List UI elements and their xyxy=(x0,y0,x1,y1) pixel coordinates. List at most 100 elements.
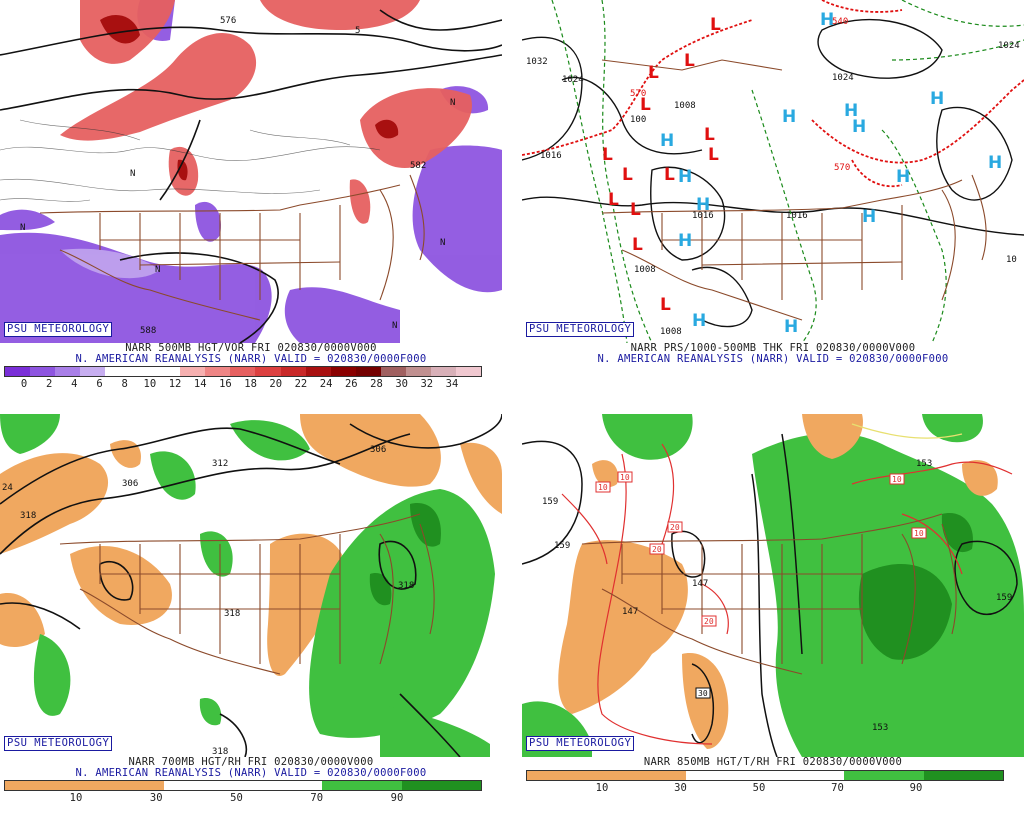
isobar-label-1016: 1016 xyxy=(540,151,562,161)
high-pressure-marker: H xyxy=(820,10,834,30)
high-pressure-marker: H xyxy=(692,311,706,331)
colorbar-swatch xyxy=(80,367,106,376)
panel-title-line2: N. AMERICAN REANALYSIS (NARR) VALID = 02… xyxy=(75,767,427,779)
colorbar-tick-label: 30 xyxy=(149,792,163,804)
contour-label-153: 153 xyxy=(916,459,932,469)
contour-label-306: 306 xyxy=(122,479,138,489)
low-pressure-marker: L xyxy=(608,190,619,210)
high-pressure-marker: H xyxy=(862,207,876,227)
colorbar-tick-label: 34 xyxy=(445,378,459,390)
contour-label-582: 582 xyxy=(410,161,426,171)
colorbar-swatch xyxy=(685,771,765,780)
low-pressure-marker: L xyxy=(710,15,721,35)
psu-meteorology-badge: PSU METEOROLOGY xyxy=(4,322,113,337)
colorbar-swatch xyxy=(330,367,356,376)
low-pressure-marker: L xyxy=(660,295,671,315)
thickness-label-540: 540 xyxy=(832,17,848,27)
colorbar-swatch xyxy=(180,367,206,376)
contour-label-153: 153 xyxy=(872,723,888,733)
contour-label-588: 588 xyxy=(140,326,156,336)
temp-label-20: 20 xyxy=(704,617,714,626)
map-500mb: 588 576 582 5 N N N N N N xyxy=(0,0,502,343)
colorbar-swatch xyxy=(280,367,306,376)
low-pressure-marker: L xyxy=(622,165,633,185)
colorbar-swatch xyxy=(5,781,85,790)
contour-label-159: 159 xyxy=(554,541,570,551)
isobar-label-1024: 1024 xyxy=(998,41,1020,51)
temp-label-30: 30 xyxy=(698,689,708,698)
n-marker: N xyxy=(450,98,455,108)
colorbar-swatch xyxy=(405,367,431,376)
colorbar-swatch xyxy=(30,367,56,376)
panel-title-line1: NARR 850MB HGT/T/RH FRI 020830/0000V000 xyxy=(643,756,903,768)
high-pressure-marker: H xyxy=(930,89,944,109)
colorbar-tick-label: 0 xyxy=(20,378,28,390)
panel-title-line2: N. AMERICAN REANALYSIS (NARR) VALID = 02… xyxy=(75,353,427,365)
contour-label-306: 306 xyxy=(370,445,386,455)
contour-label-318: 318 xyxy=(212,747,228,757)
colorbar-swatch xyxy=(163,781,243,790)
colorbar-tick-label: 26 xyxy=(344,378,358,390)
colorbar-tick-label: 32 xyxy=(420,378,434,390)
colorbar-tick-label: 50 xyxy=(752,782,766,794)
panel-title-line2: N. AMERICAN REANALYSIS (NARR) VALID = 02… xyxy=(597,353,949,365)
map-850mb: 159 159 159 153 153 147 147 10 10 10 10 … xyxy=(522,414,1024,757)
map-700mb-graphic: 306 306 312 318 318 318 318 24 xyxy=(0,414,502,757)
low-pressure-marker: L xyxy=(704,125,715,145)
colorbar-swatch xyxy=(105,367,131,376)
colorbar-tick-label: 22 xyxy=(294,378,308,390)
high-pressure-marker: H xyxy=(896,167,910,187)
temp-label-10: 10 xyxy=(892,475,902,484)
high-pressure-marker: H xyxy=(678,231,692,251)
high-pressure-marker: H xyxy=(754,341,768,343)
map-pressure: L L L L L L L L L L L L L H H H H H H H xyxy=(522,0,1024,343)
temp-label-20: 20 xyxy=(652,545,662,554)
n-marker: N xyxy=(392,321,397,331)
colorbar-tick-label: 30 xyxy=(395,378,408,390)
low-pressure-marker: L xyxy=(630,200,641,220)
colorbar-tick-label: 90 xyxy=(909,782,923,794)
colorbar-swatch xyxy=(430,367,456,376)
low-pressure-marker: L xyxy=(632,235,643,255)
contour-label-5xx: 5 xyxy=(355,26,360,36)
low-pressure-marker: L xyxy=(648,63,659,83)
high-pressure-marker: H xyxy=(988,153,1002,173)
contour-label-147: 147 xyxy=(692,579,708,589)
isobar-label-1024: 1024 xyxy=(562,75,584,85)
low-pressure-marker: L xyxy=(664,165,675,185)
panel-pressure-thickness: L L L L L L L L L L L L L H H H H H H H xyxy=(522,0,1024,405)
colorbar-swatch xyxy=(355,367,381,376)
colorbar-swatch xyxy=(527,771,607,780)
contour-label-318: 318 xyxy=(20,511,36,521)
panel-title-line1: NARR PRS/1000-500MB THK FRI 020830/0000V… xyxy=(630,342,916,354)
map-pressure-graphic: L L L L L L L L L L L L L H H H H H H H xyxy=(522,0,1024,343)
colorbar-swatch xyxy=(205,367,231,376)
colorbar-tick-label: 2 xyxy=(46,378,53,390)
low-pressure-marker: L xyxy=(640,95,651,115)
contour-label-576: 576 xyxy=(220,16,236,26)
panel-title-line1: NARR 500MB HGT/VOR FRI 020830/0000V000 xyxy=(125,342,377,354)
thickness-label-570: 570 xyxy=(630,89,646,99)
isobar-label-1008: 1008 xyxy=(674,101,696,111)
colorbar-tick-label: 8 xyxy=(121,378,128,390)
colorbar-swatch xyxy=(55,367,81,376)
isobar-label-1024: 1024 xyxy=(832,73,854,83)
colorbar-swatch xyxy=(606,771,686,780)
rh-colorbar xyxy=(4,780,482,791)
colorbar-tick-label: 14 xyxy=(193,378,207,390)
thickness-label-570: 570 xyxy=(834,163,850,173)
panel-700mb-rh: 306 306 312 318 318 318 318 24 PSU METEO… xyxy=(0,414,502,819)
colorbar-swatch xyxy=(305,367,331,376)
panel-500mb-vorticity: 588 576 582 5 N N N N N N PSU METEOROLOG… xyxy=(0,0,502,405)
colorbar-swatch xyxy=(923,771,1003,780)
colorbar-tick-label: 90 xyxy=(390,792,404,804)
contour-label-312: 312 xyxy=(212,459,228,469)
temp-label-10: 10 xyxy=(914,529,924,538)
high-pressure-marker: H xyxy=(696,195,710,215)
map-850mb-graphic: 159 159 159 153 153 147 147 10 10 10 10 … xyxy=(522,414,1024,757)
isobar-label-10: 10 xyxy=(1006,255,1017,265)
colorbar-tick-label: 20 xyxy=(269,378,283,390)
colorbar-tick-label: 28 xyxy=(370,378,383,390)
rh-colorbar xyxy=(526,770,1004,781)
temp-label-20: 20 xyxy=(670,523,680,532)
